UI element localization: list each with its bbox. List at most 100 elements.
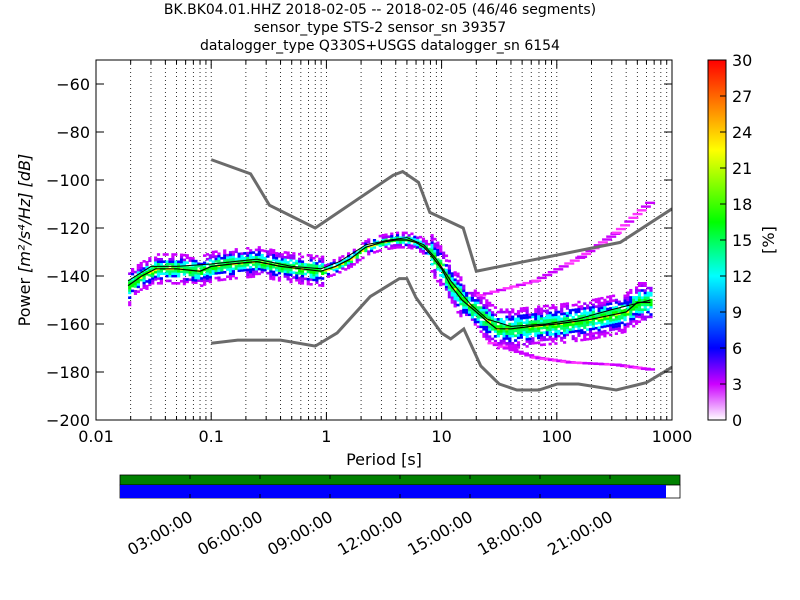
pdf-cell	[312, 273, 316, 277]
pdf-cell	[577, 322, 581, 325]
pdf-cell	[430, 250, 434, 254]
pdf-cell	[269, 265, 273, 268]
pdf-cell	[266, 250, 270, 253]
pdf-cell	[488, 323, 492, 326]
pdf-cell	[332, 266, 336, 269]
pdf-cell	[548, 337, 552, 341]
timeline-tick-label: 09:00:00	[264, 507, 336, 559]
pdf-cell	[398, 246, 403, 249]
pdf-cell	[617, 319, 621, 323]
pdf-cell	[306, 263, 310, 267]
pdf-cell	[240, 254, 244, 258]
pdf-cell	[467, 306, 472, 309]
pdf-cell	[470, 296, 475, 300]
pdf-cell	[488, 337, 492, 341]
pdf-cell	[128, 272, 132, 275]
pdf-cell	[646, 296, 650, 299]
pdf-cell	[528, 323, 532, 326]
pdf-cell	[600, 296, 604, 300]
pdf-cell	[479, 306, 483, 309]
pdf-cell	[620, 309, 624, 313]
pdf-cell	[240, 257, 244, 260]
pdf-cell	[179, 253, 184, 257]
pdf-cell	[496, 330, 500, 333]
pdf-cell	[649, 294, 653, 297]
pdf-cell	[603, 310, 607, 314]
pdf-cell	[465, 306, 469, 309]
pdf-cell	[496, 320, 500, 323]
pdf-cell	[534, 315, 538, 318]
pdf-cell	[542, 316, 547, 320]
pdf-cell	[473, 303, 477, 307]
pdf-cell	[485, 308, 489, 312]
pdf-cell	[488, 320, 492, 324]
pdf-cell	[367, 240, 371, 244]
pdf-cell	[580, 324, 584, 327]
pdf-cell	[568, 313, 572, 317]
pdf-cell	[614, 327, 619, 331]
pdf-cell	[148, 259, 152, 263]
pdf-cell	[128, 284, 132, 287]
pdf-cell	[272, 277, 276, 281]
pdf-cell	[528, 332, 532, 336]
pdf-cell	[315, 262, 319, 265]
pdf-cell	[145, 260, 149, 264]
pdf-cell	[168, 260, 172, 263]
pdf-cell	[591, 308, 595, 311]
pdf-outlier-cell	[487, 342, 498, 345]
pdf-cell	[583, 307, 587, 310]
pdf-cell	[358, 258, 362, 262]
pdf-cell	[565, 307, 570, 310]
pdf-cell	[263, 249, 267, 253]
pdf-cell	[139, 288, 143, 291]
pdf-cell	[465, 291, 469, 295]
pdf-cell	[444, 285, 449, 289]
pdf-cell	[309, 283, 313, 286]
pdf-cell	[629, 322, 633, 326]
pdf-cell	[444, 259, 449, 262]
pdf-cell	[534, 329, 538, 333]
pdf-cell	[367, 250, 371, 253]
pdf-cell	[128, 289, 132, 292]
pdf-cell	[485, 299, 489, 302]
pdf-cell	[202, 254, 207, 257]
pdf-cell	[511, 310, 515, 314]
pdf-cell	[168, 272, 172, 275]
pdf-cell	[154, 261, 158, 264]
pdf-cell	[490, 320, 495, 324]
pdf-cell	[269, 274, 273, 278]
pdf-outlier-cell	[598, 362, 609, 366]
pdf-cell	[185, 270, 189, 274]
pdf-cell	[637, 310, 642, 314]
pdf-cell	[557, 315, 561, 319]
pdf-cell	[606, 312, 610, 316]
pdf-cell	[623, 299, 627, 302]
pdf-cell	[516, 336, 521, 340]
pdf-cell	[202, 266, 207, 269]
pdf-cell	[479, 301, 483, 305]
pdf-cell	[462, 284, 466, 288]
pdf-cell	[372, 246, 377, 249]
pdf-cell	[300, 255, 305, 259]
pdf-cell	[237, 264, 241, 268]
pdf-cell	[295, 278, 299, 282]
pdf-cell	[485, 316, 489, 319]
pdf-cell	[234, 257, 238, 261]
x-tick-label: 1000	[652, 427, 693, 446]
pdf-cell	[620, 331, 624, 334]
pdf-cell	[548, 321, 552, 324]
pdf-cell	[246, 256, 250, 260]
pdf-cell	[174, 253, 178, 256]
pdf-outlier-cell	[524, 354, 535, 357]
pdf-cell	[358, 249, 362, 252]
pdf-cell	[171, 270, 175, 273]
pdf-cell	[528, 339, 532, 343]
pdf-cell	[626, 308, 630, 311]
pdf-cell	[300, 260, 305, 264]
pdf-cell	[465, 294, 469, 297]
pdf-cell	[226, 256, 230, 259]
pdf-cell	[508, 315, 512, 319]
pdf-cell	[159, 277, 163, 280]
pdf-cell	[151, 274, 155, 278]
pdf-cell	[211, 250, 215, 254]
